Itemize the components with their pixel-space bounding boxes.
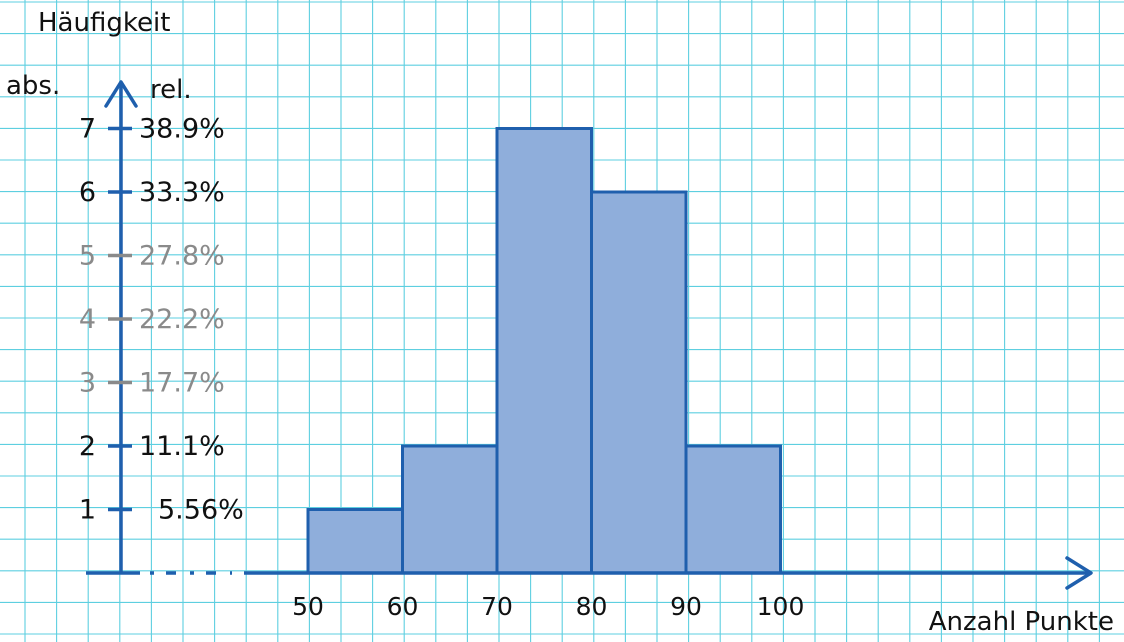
y-tick-label-abs: 5	[79, 241, 96, 272]
y-tick-label-rel: 33.3%	[139, 177, 225, 208]
y-tick-label-abs: 7	[79, 114, 96, 145]
x-axis-arrow	[1065, 556, 1093, 590]
histogram-bar-80-90	[590, 190, 688, 575]
y-axis-rel-label: rel.	[150, 75, 192, 105]
y-tick-label-abs: 4	[79, 304, 96, 335]
y-tick-labels: 1 5.56% 2 11.1% 3 17.7% 4 22.2% 5 27.8% 6 33.3% 7 38.…	[79, 114, 244, 526]
axes	[86, 80, 1093, 590]
x-tick-label: 70	[481, 592, 513, 621]
y-tick-label-rel: 17.7%	[139, 368, 225, 399]
y-tick-label-rel: 5.56%	[158, 495, 244, 526]
histogram-bar-50-60	[306, 508, 404, 575]
histogram-bar-60-70	[401, 444, 499, 575]
y-tick-label-abs: 2	[79, 431, 96, 462]
y-axis-title: Häufigkeit	[38, 8, 170, 38]
y-tick-label-rel: 38.9%	[139, 114, 225, 145]
x-tick-label: 50	[292, 592, 324, 621]
histogram-bar-70-80	[495, 127, 593, 575]
x-tick-labels: 50 60 70 80 90 100	[292, 592, 804, 621]
x-tick-label: 60	[387, 592, 419, 621]
x-tick-label: 100	[757, 592, 805, 621]
x-tick-label: 90	[670, 592, 702, 621]
histogram-bar-90-100	[684, 444, 782, 575]
y-axis-arrow	[104, 80, 138, 108]
histogram-bars	[306, 127, 782, 575]
y-tick-label-abs: 6	[79, 177, 96, 208]
y-tick-label-abs: 3	[79, 368, 96, 399]
y-tick-label-rel: 27.8%	[139, 241, 225, 272]
y-tick-label-rel: 11.1%	[139, 431, 225, 462]
x-tick-label: 80	[576, 592, 608, 621]
x-axis-title: Anzahl Punkte	[929, 607, 1114, 637]
y-tick-label-rel: 22.2%	[139, 304, 225, 335]
y-tick-label-abs: 1	[79, 495, 96, 526]
y-axis-abs-label: abs.	[6, 71, 60, 101]
